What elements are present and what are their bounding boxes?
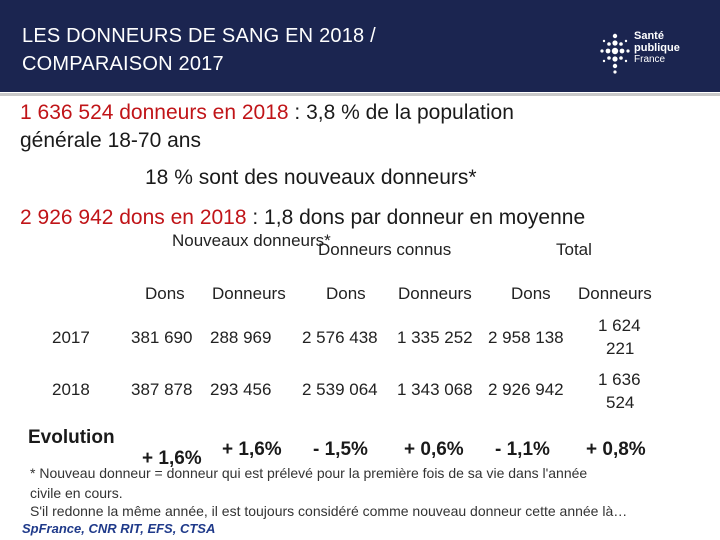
logo-text: Santé publique France bbox=[634, 30, 680, 66]
donors-value: 1 636 524 donneurs en 2018 bbox=[20, 101, 289, 124]
footnote-line-2: civile en cours. bbox=[30, 485, 123, 501]
evolution-first: + 1,6% bbox=[142, 448, 202, 469]
row-donneurs-known: 1 343 068 bbox=[397, 380, 473, 399]
row-dons-known: 2 576 438 bbox=[302, 328, 378, 347]
row-year: 2018 bbox=[52, 380, 90, 399]
evolution-label: Evolution bbox=[28, 427, 115, 448]
evolution-dons-known: - 1,5% bbox=[313, 439, 368, 460]
source-credit: SpFrance, CNR RIT, EFS, CTSA bbox=[22, 521, 216, 536]
group-header-new-donors: Nouveaux donneurs* bbox=[172, 231, 331, 250]
subheader-dons-new: Dons bbox=[145, 284, 185, 303]
dons-value: 2 926 942 dons en 2018 bbox=[20, 206, 247, 229]
dons-rest: : 1,8 dons par donneur en moyenne bbox=[246, 206, 586, 229]
row-donneurs-total-l1: 1 624 bbox=[598, 316, 641, 335]
subheader-donneurs-new: Donneurs bbox=[212, 284, 286, 303]
subheader-donneurs-total: Donneurs bbox=[578, 284, 652, 303]
logo-line-2: publique bbox=[634, 42, 680, 54]
subheader-dons-total: Dons bbox=[511, 284, 551, 303]
donors-stat-line-2: générale 18-70 ans bbox=[20, 129, 201, 152]
header-banner: LES DONNEURS DE SANG EN 2018 / COMPARAIS… bbox=[0, 0, 720, 92]
logo-dots-icon bbox=[600, 33, 630, 74]
title-line-1: LES DONNEURS DE SANG EN 2018 / bbox=[22, 25, 376, 47]
row-dons-total: 2 958 138 bbox=[488, 328, 564, 347]
logo-line-1: Santé bbox=[634, 30, 664, 42]
evolution-donneurs-new: + 1,6% bbox=[222, 439, 282, 460]
sante-publique-france-logo: Santé publique France bbox=[598, 30, 698, 76]
row-donneurs-known: 1 335 252 bbox=[397, 328, 473, 347]
row-year: 2017 bbox=[52, 328, 90, 347]
title-line-2: COMPARAISON 2017 bbox=[22, 53, 224, 75]
row-dons-new: 387 878 bbox=[131, 380, 193, 399]
footnote-line-3: S'il redonne la même année, il est toujo… bbox=[30, 503, 628, 519]
row-donneurs-new: 293 456 bbox=[210, 380, 272, 399]
evolution-donneurs-known: + 0,6% bbox=[404, 439, 464, 460]
evolution-donneurs-total: + 0,8% bbox=[586, 439, 646, 460]
header-divider bbox=[0, 93, 720, 96]
row-dons-new: 381 690 bbox=[131, 328, 193, 347]
row-dons-known: 2 539 064 bbox=[302, 380, 378, 399]
footnote-line-1: * Nouveau donneur = donneur qui est prél… bbox=[30, 465, 588, 481]
row-donneurs-total-l2: 221 bbox=[606, 339, 635, 358]
dons-stat-line: 2 926 942 dons en 2018 : 1,8 dons par do… bbox=[20, 206, 585, 230]
row-donneurs-total-l1: 1 636 bbox=[598, 370, 641, 389]
new-donors-stat: 18 % sont des nouveaux donneurs* bbox=[145, 166, 477, 189]
row-donneurs-new: 288 969 bbox=[210, 328, 272, 347]
page-title: LES DONNEURS DE SANG EN 2018 / COMPARAIS… bbox=[22, 22, 376, 78]
row-dons-total: 2 926 942 bbox=[488, 380, 564, 399]
group-header-known-donors: Donneurs connus bbox=[318, 240, 452, 259]
subheader-dons-known: Dons bbox=[326, 284, 366, 303]
logo-line-3: France bbox=[634, 54, 666, 65]
donors-stat-line: 1 636 524 donneurs en 2018 : 3,8 % de la… bbox=[20, 101, 514, 125]
evolution-dons-total: - 1,1% bbox=[495, 439, 550, 460]
donors-rest: : 3,8 % de la population bbox=[288, 101, 514, 124]
row-donneurs-total-l2: 524 bbox=[606, 393, 635, 412]
group-header-total: Total bbox=[556, 240, 592, 259]
subheader-donneurs-known: Donneurs bbox=[398, 284, 472, 303]
